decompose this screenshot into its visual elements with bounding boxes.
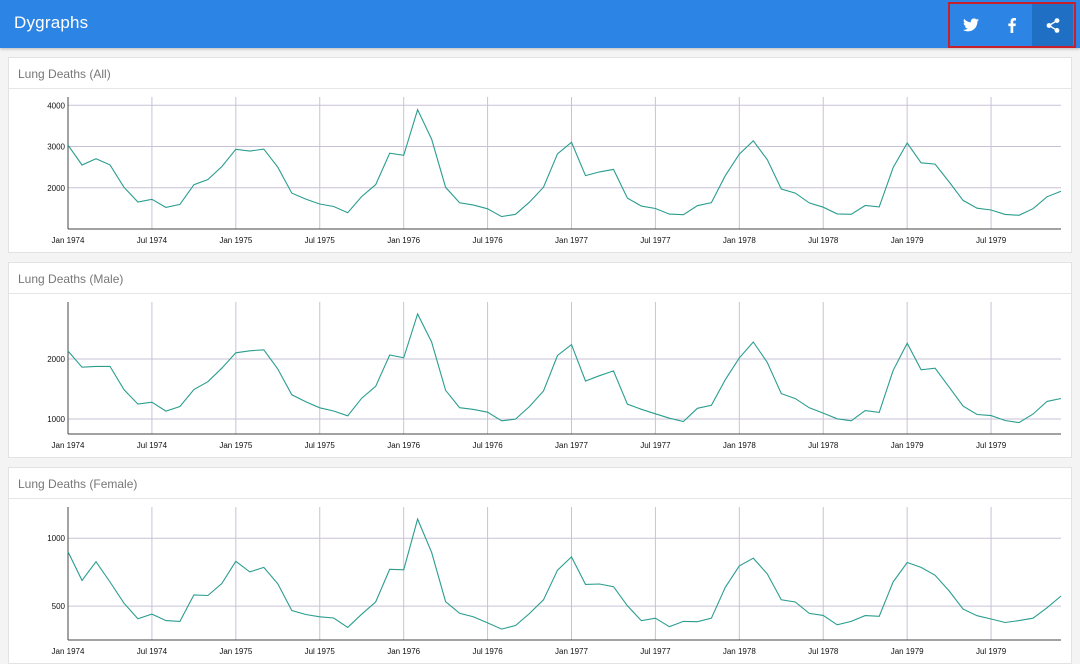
x-tick-label: Jul 1978 bbox=[808, 236, 839, 245]
x-tick-label: Jan 1974 bbox=[52, 647, 85, 656]
x-tick-label: Jan 1976 bbox=[387, 236, 420, 245]
chart-panel-female: Lung Deaths (Female) 500 1000 Jan 1974 Jul … bbox=[8, 467, 1072, 664]
x-tick-label: Jul 1977 bbox=[640, 441, 671, 450]
x-tick-label: Jan 1977 bbox=[555, 441, 588, 450]
series-line bbox=[67, 517, 1062, 630]
share-icon bbox=[1046, 17, 1059, 33]
x-tick-label: Jul 1978 bbox=[808, 647, 839, 656]
series-line bbox=[67, 108, 1062, 218]
app-header: Dygraphs bbox=[0, 0, 1080, 48]
y-tick-label: 3000 bbox=[47, 143, 65, 152]
facebook-share-button[interactable] bbox=[991, 4, 1032, 46]
chart-male[interactable]: 1000 2000 Jan 1974 Jul 1974 Jan 1975 Jul 1975… bbox=[9, 294, 1071, 458]
twitter-icon bbox=[962, 18, 979, 32]
chart-title: Lung Deaths (All) bbox=[9, 58, 1071, 89]
twitter-share-button[interactable] bbox=[950, 4, 991, 46]
x-tick-label: Jul 1978 bbox=[808, 441, 839, 450]
y-tick-label: 1000 bbox=[47, 534, 65, 543]
x-tick-label: Jul 1979 bbox=[976, 647, 1007, 656]
x-tick-label: Jul 1974 bbox=[137, 236, 168, 245]
facebook-icon bbox=[1007, 17, 1016, 33]
x-tick-label: Jul 1979 bbox=[976, 441, 1007, 450]
share-button[interactable] bbox=[1032, 4, 1073, 46]
y-tick-label: 2000 bbox=[47, 184, 65, 193]
y-tick-label: 2000 bbox=[47, 355, 65, 364]
y-tick-label: 4000 bbox=[47, 101, 65, 110]
y-tick-label: 1000 bbox=[47, 415, 65, 424]
x-tick-label: Jan 1977 bbox=[555, 647, 588, 656]
share-button-group bbox=[948, 2, 1076, 48]
x-tick-label: Jan 1979 bbox=[891, 236, 924, 245]
chart-panel-all: Lung Deaths (All) 2000 3000 4000 Jan 1974 Ju… bbox=[8, 57, 1072, 253]
x-tick-label: Jan 1976 bbox=[387, 647, 420, 656]
y-tick-label: 500 bbox=[52, 602, 66, 611]
app-title[interactable]: Dygraphs bbox=[14, 13, 89, 32]
x-tick-label: Jan 1975 bbox=[219, 441, 252, 450]
x-tick-label: Jul 1977 bbox=[640, 236, 671, 245]
x-tick-label: Jan 1974 bbox=[52, 441, 85, 450]
x-tick-label: Jan 1975 bbox=[219, 236, 252, 245]
chart-all[interactable]: 2000 3000 4000 Jan 1974 Jul 1974 Jan 1975 Jul … bbox=[9, 89, 1071, 253]
x-tick-label: Jan 1979 bbox=[891, 441, 924, 450]
x-tick-label: Jan 1977 bbox=[555, 236, 588, 245]
x-tick-label: Jul 1979 bbox=[976, 236, 1007, 245]
x-tick-label: Jul 1975 bbox=[305, 647, 336, 656]
x-tick-label: Jul 1976 bbox=[472, 441, 503, 450]
x-tick-label: Jul 1974 bbox=[137, 647, 168, 656]
x-tick-label: Jul 1976 bbox=[472, 236, 503, 245]
chart-title: Lung Deaths (Male) bbox=[9, 263, 1071, 294]
x-tick-label: Jul 1974 bbox=[137, 441, 168, 450]
x-tick-label: Jul 1976 bbox=[472, 647, 503, 656]
chart-female[interactable]: 500 1000 Jan 1974 Jul 1974 Jan 1975 Jul 1975 J… bbox=[9, 499, 1071, 664]
chart-panel-male: Lung Deaths (Male) 1000 2000 Jan 1974 Jul 1… bbox=[8, 262, 1072, 458]
x-tick-label: Jul 1977 bbox=[640, 647, 671, 656]
series-line bbox=[67, 312, 1062, 424]
x-tick-label: Jan 1976 bbox=[387, 441, 420, 450]
chart-title: Lung Deaths (Female) bbox=[9, 468, 1071, 499]
x-tick-label: Jan 1978 bbox=[723, 647, 756, 656]
x-tick-label: Jan 1978 bbox=[723, 441, 756, 450]
x-tick-label: Jan 1979 bbox=[891, 647, 924, 656]
x-tick-label: Jul 1975 bbox=[305, 236, 336, 245]
x-tick-label: Jan 1978 bbox=[723, 236, 756, 245]
x-tick-label: Jul 1975 bbox=[305, 441, 336, 450]
x-tick-label: Jan 1974 bbox=[52, 236, 85, 245]
x-tick-label: Jan 1975 bbox=[219, 647, 252, 656]
